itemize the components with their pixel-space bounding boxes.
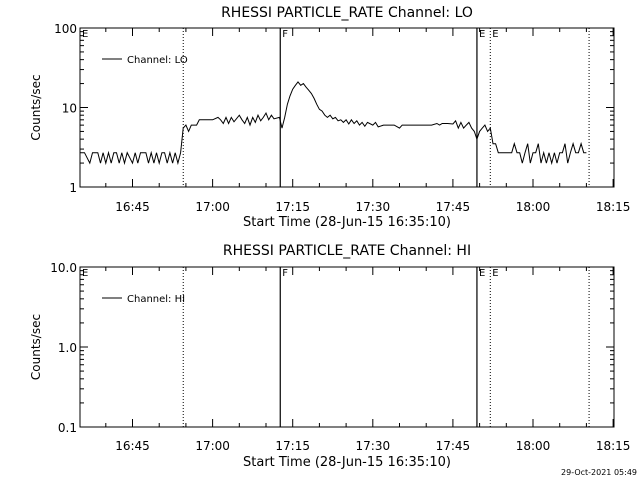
x-tick-label: 17:45 bbox=[436, 200, 471, 214]
y-tick-label: 10 bbox=[62, 102, 77, 116]
plot-frame bbox=[79, 27, 615, 188]
x-tick-label: 17:00 bbox=[195, 200, 230, 214]
plot-frame bbox=[79, 266, 615, 428]
x-tick-label: 16:45 bbox=[115, 439, 150, 453]
x-tick-label: 18:00 bbox=[516, 439, 551, 453]
y-axis-label: Counts/sec bbox=[29, 314, 43, 380]
x-tick-label: 18:15 bbox=[596, 439, 631, 453]
y-tick-label: 1 bbox=[69, 181, 77, 195]
x-tick-label: 17:30 bbox=[356, 200, 391, 214]
dotted-line-label: E bbox=[492, 268, 498, 279]
corner-label: E bbox=[82, 29, 88, 40]
chart-panel-lo: RHESSI PARTICLE_RATE Channel: LO 1 10 100 Co… bbox=[29, 5, 630, 230]
x-axis-label: Start Time (28-Jun-15 16:35:10) bbox=[243, 455, 451, 470]
x-tick-label: 17:45 bbox=[436, 439, 471, 453]
corner-label: E bbox=[82, 268, 88, 279]
x-tick-label: 16:45 bbox=[115, 200, 150, 214]
footer-timestamp: 29-Oct-2021 05:49 bbox=[561, 468, 637, 477]
x-tick-label: 17:30 bbox=[356, 439, 391, 453]
y-axis-label: Counts/sec bbox=[29, 74, 43, 140]
legend-entry: Channel: LO bbox=[127, 55, 188, 66]
y-tick-label: 0.1 bbox=[58, 421, 77, 435]
x-tick-label: 17:15 bbox=[275, 200, 310, 214]
series-line bbox=[80, 81, 587, 166]
chart-panel-hi: RHESSI PARTICLE_RATE Channel: HI 0.1 1.0 10… bbox=[29, 243, 630, 470]
flag-marker-label: E bbox=[479, 268, 485, 279]
x-tick-label: 18:00 bbox=[516, 200, 551, 214]
y-tick-label: 100 bbox=[54, 22, 77, 36]
flag-marker-label: F bbox=[282, 268, 288, 279]
legend-entry: Channel: HI bbox=[127, 294, 185, 305]
chart-title: RHESSI PARTICLE_RATE Channel: HI bbox=[223, 243, 471, 259]
x-tick-label: 17:00 bbox=[195, 439, 230, 453]
chart-title: RHESSI PARTICLE_RATE Channel: LO bbox=[221, 5, 473, 21]
flag-marker-label: E bbox=[479, 29, 485, 40]
x-tick-label: 18:15 bbox=[596, 200, 631, 214]
x-axis-label: Start Time (28-Jun-15 16:35:10) bbox=[243, 215, 451, 230]
dotted-line-label: E bbox=[492, 29, 498, 40]
y-tick-label: 1.0 bbox=[58, 341, 77, 355]
flag-marker-label: F bbox=[282, 29, 288, 40]
x-tick-label: 17:15 bbox=[275, 439, 310, 453]
y-tick-label: 10.0 bbox=[50, 261, 77, 275]
